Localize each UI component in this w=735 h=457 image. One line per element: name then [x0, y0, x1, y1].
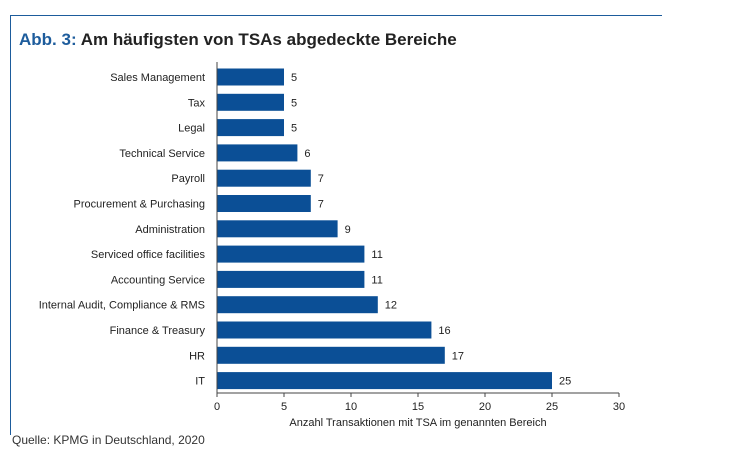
data-label: 17 [452, 350, 464, 362]
category-label: Finance & Treasury [110, 325, 206, 337]
data-label: 11 [371, 274, 382, 286]
x-tick-label: 10 [345, 401, 357, 413]
x-tick-label: 0 [214, 401, 220, 413]
data-label: 16 [438, 325, 450, 337]
bar [217, 144, 298, 162]
category-label: Procurement & Purchasing [74, 199, 205, 211]
x-axis-title: Anzahl Transaktionen mit TSA im genannte… [289, 417, 546, 429]
bar [217, 68, 284, 86]
data-label: 6 [304, 148, 310, 160]
chart-title-text: Am häufigsten von TSAs abgedeckte Bereic… [80, 30, 457, 49]
data-label: 5 [291, 72, 297, 84]
category-label: Accounting Service [111, 274, 205, 286]
category-label: IT [195, 376, 205, 388]
x-tick-label: 30 [613, 401, 625, 413]
chart-title-prefix: Abb. 3: [19, 30, 77, 49]
category-label: Tax [188, 97, 206, 109]
data-label: 7 [318, 199, 324, 211]
bar [217, 220, 338, 238]
bar [217, 296, 378, 314]
bar [217, 346, 445, 364]
bar [217, 245, 365, 263]
data-label: 12 [385, 300, 397, 312]
bar [217, 270, 365, 288]
category-label: HR [189, 350, 205, 362]
chart-title: Abb. 3: Am häufigsten von TSAs abgedeckt… [19, 30, 457, 50]
data-label: 25 [559, 376, 571, 388]
source-note: Quelle: KPMG in Deutschland, 2020 [12, 433, 205, 447]
category-label: Legal [178, 123, 205, 135]
frame-top-rule [10, 15, 662, 16]
bar [217, 93, 284, 111]
x-tick-label: 15 [412, 401, 424, 413]
x-tick-label: 5 [281, 401, 287, 413]
x-tick-label: 20 [479, 401, 491, 413]
frame-left-rule [10, 15, 11, 435]
data-label: 5 [291, 97, 297, 109]
bar [217, 119, 284, 137]
category-label: Internal Audit, Compliance & RMS [39, 300, 205, 312]
data-label: 5 [291, 123, 297, 135]
category-label: Serviced office facilities [91, 249, 206, 261]
bar [217, 169, 311, 187]
category-label: Administration [135, 224, 205, 236]
category-label: Sales Management [110, 72, 205, 84]
data-label: 7 [318, 173, 324, 185]
bar [217, 195, 311, 212]
bar [217, 372, 552, 390]
data-label: 9 [345, 224, 351, 236]
x-tick-label: 25 [546, 401, 558, 413]
category-label: Payroll [171, 173, 205, 185]
data-label: 11 [371, 249, 382, 261]
category-label: Technical Service [119, 148, 205, 160]
bar [217, 321, 432, 339]
